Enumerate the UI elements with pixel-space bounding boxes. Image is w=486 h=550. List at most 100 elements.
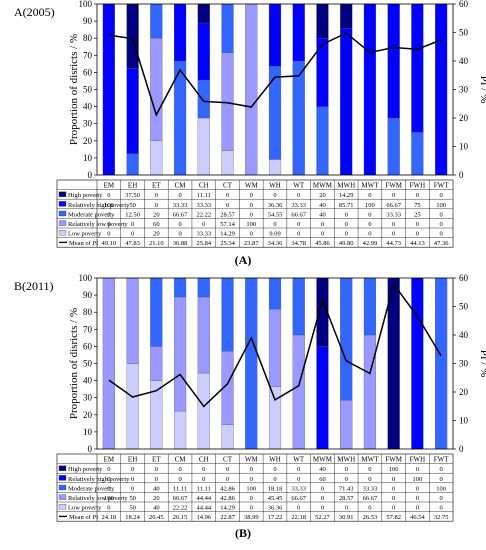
- table-cell: 66.67: [291, 495, 306, 502]
- bar-segment: [435, 3, 448, 176]
- table-cell: 0: [440, 476, 443, 483]
- legend-swatch: [58, 201, 67, 207]
- bar-segment: [411, 3, 424, 133]
- bar-segment: [197, 22, 210, 81]
- table-cell: 36.36: [268, 505, 283, 512]
- table-cell: 60: [319, 476, 326, 483]
- table-cell: 0: [392, 221, 395, 228]
- legend-swatch: [58, 465, 67, 471]
- table-cell: 0: [368, 231, 371, 238]
- category-label: CH: [199, 456, 209, 464]
- y-tick-label: 10: [83, 427, 93, 437]
- table-cell: 45.45: [268, 495, 283, 502]
- table-cell: 71.43: [339, 485, 354, 492]
- category-label: WT: [293, 456, 305, 464]
- y2-tick-label: 40: [459, 56, 469, 66]
- bar-segment: [173, 277, 187, 298]
- table-cell: 0: [440, 495, 443, 502]
- y2-tick-label: 30: [459, 85, 469, 95]
- category-label: FWT: [434, 182, 450, 190]
- y2-tick-label: 0: [459, 444, 464, 454]
- bar-segment: [268, 66, 282, 160]
- table-cell: 47.36: [434, 240, 449, 247]
- table-cell: 0: [202, 476, 205, 483]
- table-cell: 26.15: [173, 514, 188, 521]
- table-cell: 100: [365, 202, 375, 209]
- table-cell: 0: [440, 221, 443, 228]
- bar-segment: [150, 140, 163, 176]
- table-cell: 0: [250, 495, 253, 502]
- table-cell: 40: [153, 505, 160, 512]
- table-cell: 11.11: [173, 485, 187, 492]
- bar-segment: [268, 3, 282, 67]
- y2-axis-label: PI / %: [478, 76, 486, 104]
- table-cell: 0: [273, 221, 276, 228]
- legend-label: Mean of PI: [69, 240, 98, 247]
- table-frame: [56, 453, 454, 522]
- plot-frame: [96, 277, 454, 450]
- table-cell: 0: [392, 476, 395, 483]
- table-cell: 46.54: [410, 514, 425, 521]
- table-cell: 0: [345, 211, 348, 218]
- table-cell: 0: [273, 466, 276, 473]
- table-cell: 0: [107, 476, 110, 483]
- category-label: EH: [128, 456, 137, 464]
- table-cell: 0: [297, 466, 300, 473]
- category-label: MWH: [337, 456, 355, 464]
- legend-label: Moderate poverty: [68, 485, 115, 492]
- bar-segment: [197, 372, 210, 450]
- table-cell: 0: [416, 495, 419, 502]
- category-label: EM: [104, 182, 115, 190]
- bar-segment: [126, 3, 139, 69]
- table-cell: 33.33: [291, 485, 306, 492]
- table-cell: 33.33: [196, 202, 211, 209]
- table-cell: 100: [389, 466, 399, 473]
- table-cell: 0: [321, 505, 324, 512]
- table-cell: 44.73: [386, 240, 401, 247]
- bar-segment: [292, 60, 305, 176]
- legend-swatch: [58, 504, 67, 510]
- table-cell: 11.11: [197, 485, 211, 492]
- y2-tick-label: 60: [459, 273, 469, 283]
- y-tick-label: 30: [83, 119, 93, 129]
- table-cell: 60: [153, 221, 160, 228]
- table-cell: 0: [131, 221, 134, 228]
- table-cell: 0: [345, 231, 348, 238]
- table-cell: 0: [202, 466, 205, 473]
- bar-segment: [411, 277, 424, 450]
- table-cell: 23.87: [244, 240, 259, 247]
- table-cell: 42.99: [363, 240, 378, 247]
- bar-segment: [387, 3, 400, 119]
- table-cell: 0: [178, 466, 181, 473]
- table-cell: 44.44: [196, 505, 211, 512]
- category-label: CT: [223, 456, 233, 464]
- table-cell: 28.57: [339, 495, 354, 502]
- table-cell: 18.18: [268, 485, 283, 492]
- category-label: WH: [269, 182, 281, 190]
- y-tick-label: 50: [83, 85, 93, 95]
- y2-tick-label: 10: [459, 416, 469, 426]
- bar-segment: [340, 399, 353, 450]
- table-cell: 0: [226, 202, 229, 209]
- table-cell: 0: [297, 221, 300, 228]
- table-cell: 50: [129, 202, 136, 209]
- table-cell: 0: [131, 476, 134, 483]
- bar-segment: [173, 410, 187, 450]
- table-cell: 0: [155, 202, 158, 209]
- table-cell: 0: [440, 192, 443, 199]
- bar-segment: [316, 106, 329, 176]
- legend-swatch: [58, 494, 67, 500]
- table-cell: 40: [319, 211, 326, 218]
- bar-segment: [245, 3, 258, 176]
- y-tick-label: 50: [83, 359, 93, 369]
- legend-label: Mean of PI: [69, 514, 98, 521]
- category-label: ET: [152, 456, 161, 464]
- y-tick-label: 20: [83, 136, 93, 146]
- category-label: WM: [245, 456, 259, 464]
- table-cell: 100: [436, 485, 446, 492]
- table-cell: 0: [321, 221, 324, 228]
- y2-tick-label: 10: [459, 142, 469, 152]
- bar-segment: [221, 52, 234, 151]
- y-axis-label: Proportion of disricts / %: [68, 34, 80, 145]
- table-cell: 44.44: [196, 495, 211, 502]
